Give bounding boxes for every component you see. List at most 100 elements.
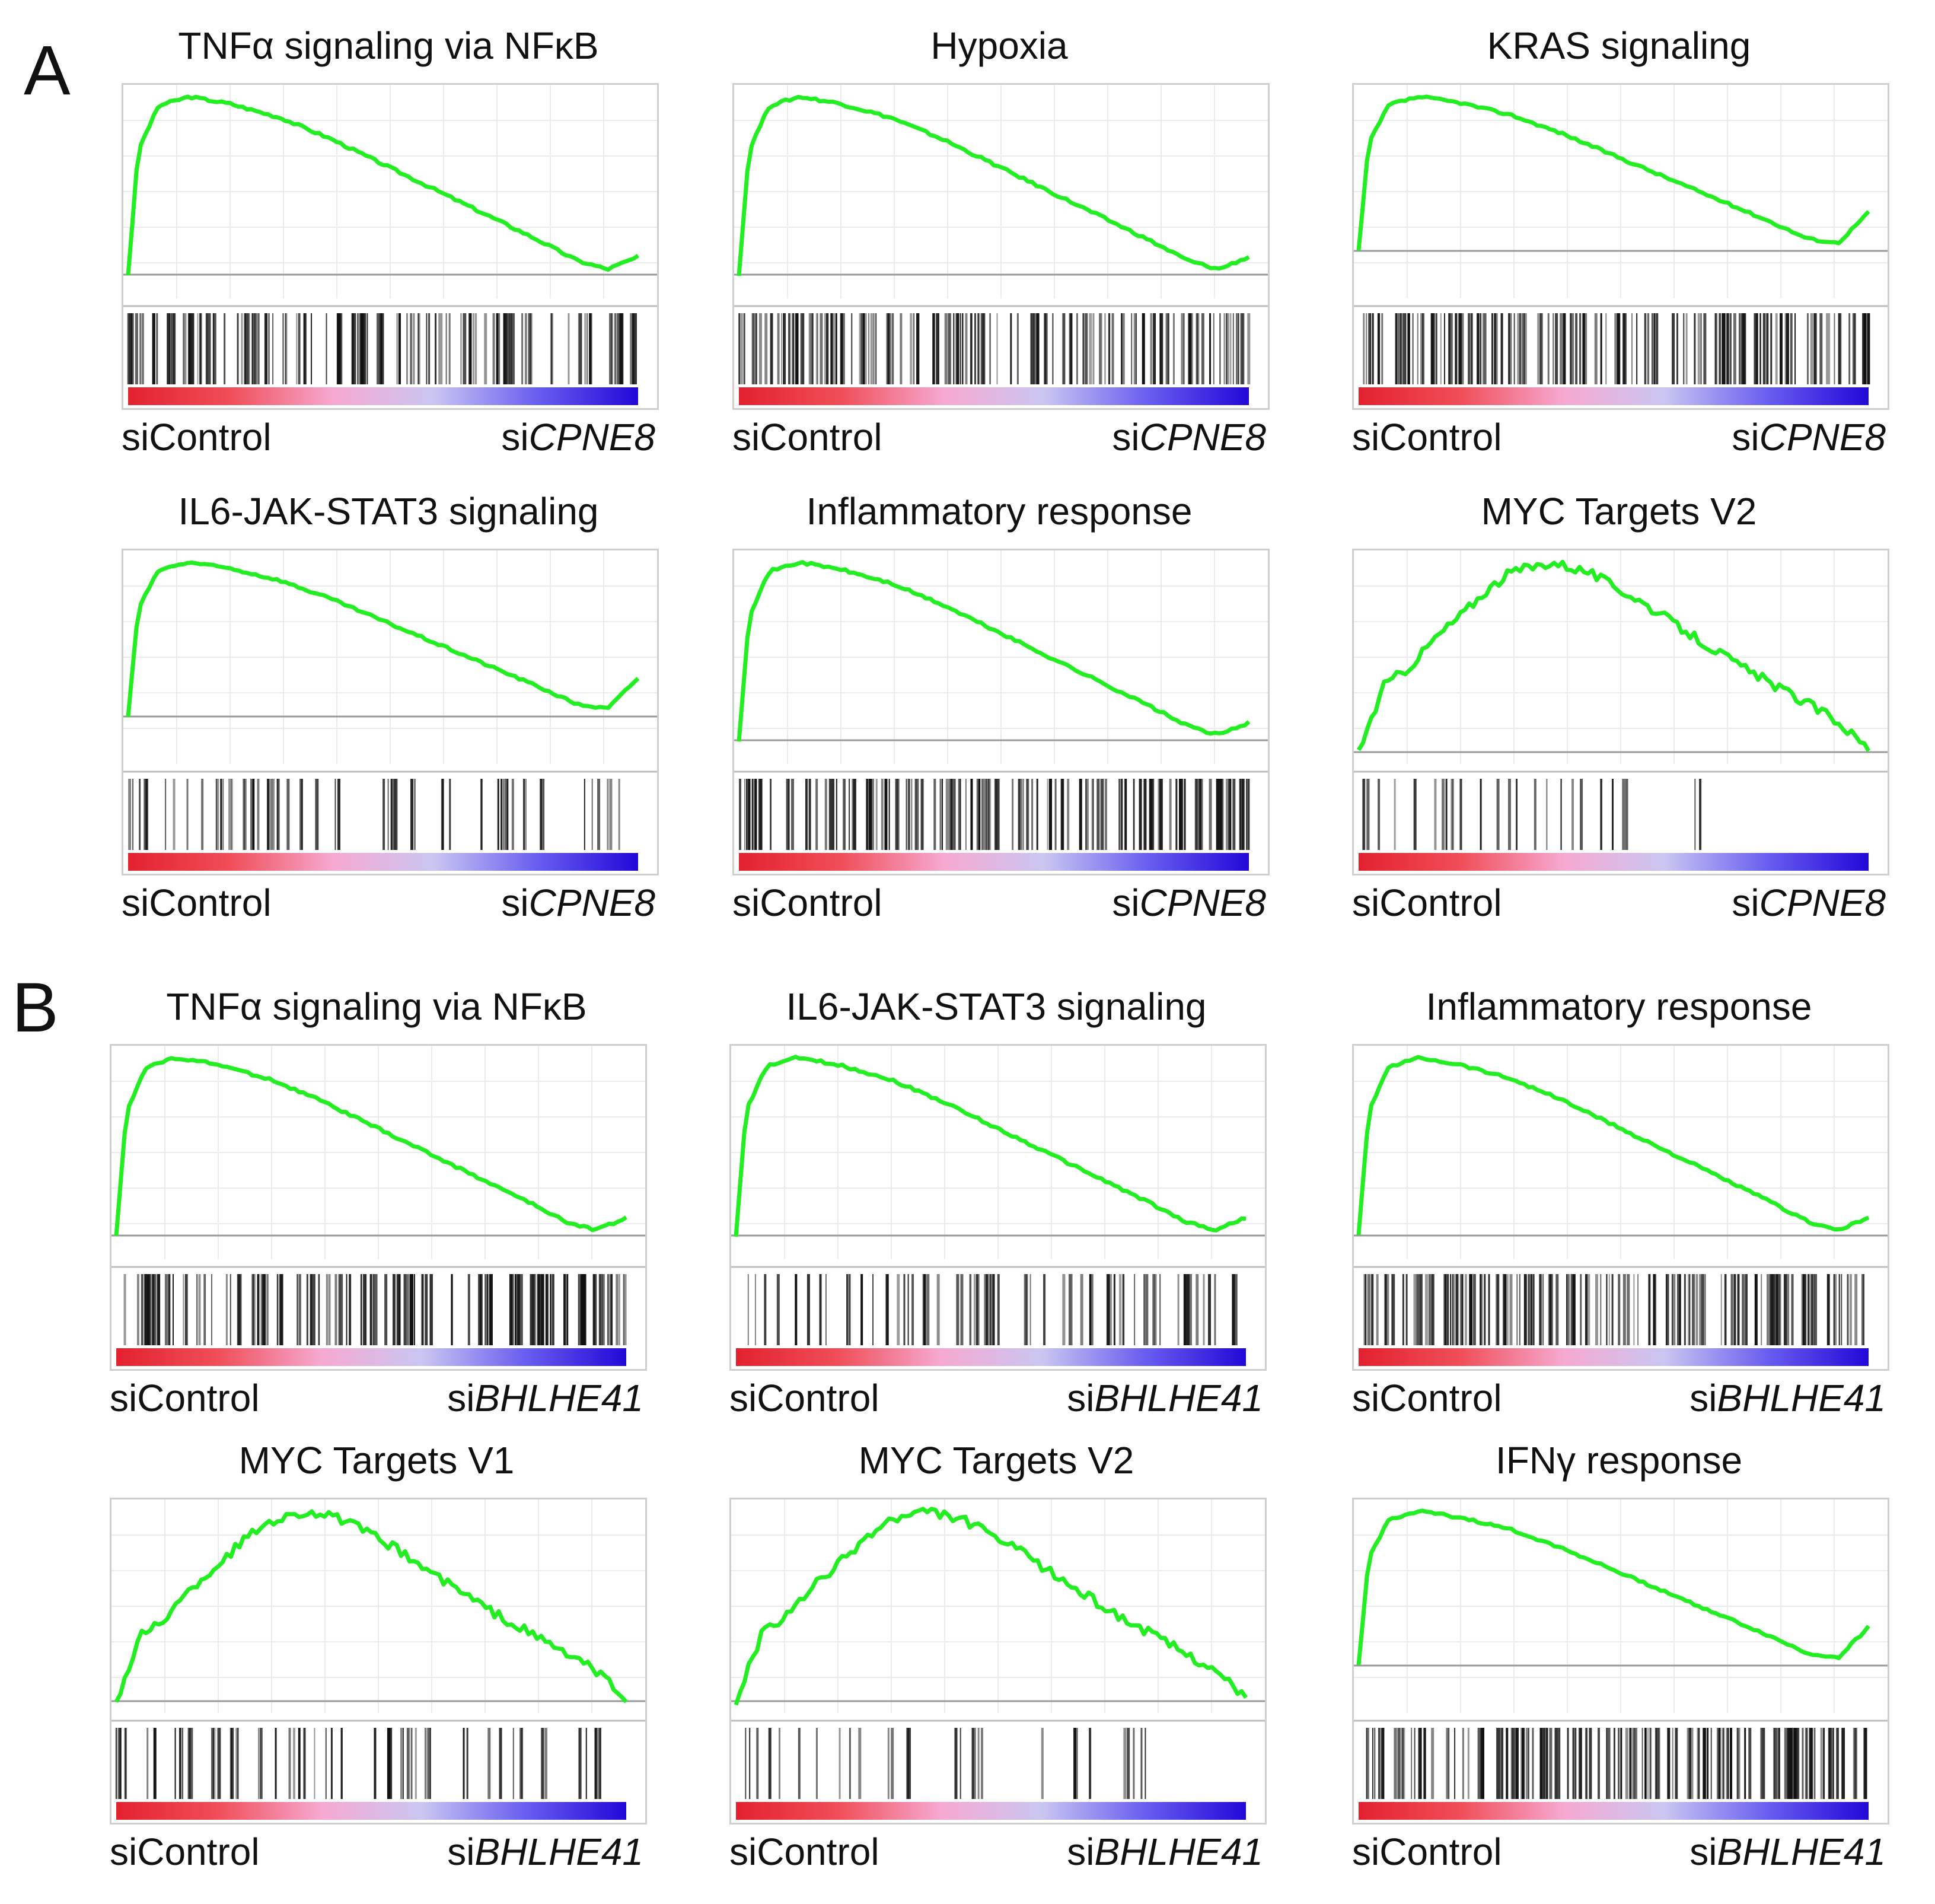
right-phenotype-label: siBHLHE41 bbox=[1689, 1833, 1886, 1871]
enrichment-plot bbox=[1352, 549, 1889, 875]
right-label-gene: CPNE8 bbox=[1139, 881, 1266, 924]
enrichment-curve bbox=[737, 560, 1251, 742]
right-label-gene: BHLHE41 bbox=[474, 1377, 643, 1419]
left-phenotype-label: siControl bbox=[1352, 416, 1502, 459]
panel-title: Inflammatory response bbox=[806, 490, 1193, 533]
left-phenotype-label: siControl bbox=[732, 416, 882, 459]
right-label-prefix: si bbox=[1689, 1830, 1717, 1873]
left-phenotype-label: siControl bbox=[732, 881, 882, 924]
enrichment-svg bbox=[1354, 550, 1888, 871]
enrichment-curve bbox=[1356, 94, 1870, 251]
enrichment-curve bbox=[734, 1055, 1247, 1237]
panel-title: TNFα signaling via NFκB bbox=[178, 24, 599, 67]
rank-gradient-bar bbox=[1359, 1348, 1869, 1366]
right-phenotype-label: siCPNE8 bbox=[501, 418, 655, 456]
gsea-panel: Hypoxia siControl siCPNE8 bbox=[715, 27, 1284, 489]
enrichment-plot bbox=[1352, 1044, 1889, 1371]
right-label-gene: BHLHE41 bbox=[474, 1830, 643, 1873]
enrichment-svg bbox=[111, 1046, 645, 1366]
enrichment-plot bbox=[110, 1044, 647, 1371]
right-label-gene: CPNE8 bbox=[528, 881, 655, 924]
left-phenotype-label: siControl bbox=[110, 1830, 260, 1873]
enrichment-curve bbox=[1356, 1055, 1870, 1236]
right-phenotype-label: siBHLHE41 bbox=[1067, 1379, 1263, 1417]
right-phenotype-label: siCPNE8 bbox=[1112, 418, 1266, 456]
enrichment-curve bbox=[1357, 559, 1871, 752]
section-label-a: A bbox=[24, 31, 71, 110]
right-label-gene: BHLHE41 bbox=[1094, 1377, 1263, 1419]
right-label-prefix: si bbox=[1112, 881, 1140, 924]
right-phenotype-label: siCPNE8 bbox=[1112, 884, 1266, 922]
enrichment-plot bbox=[110, 1498, 647, 1825]
gsea-panel: MYC Targets V1 siControl siBHLHE41 bbox=[92, 1441, 661, 1904]
right-label-prefix: si bbox=[1067, 1377, 1095, 1419]
section-label-b: B bbox=[12, 969, 59, 1047]
enrichment-svg bbox=[731, 1499, 1265, 1820]
right-label-gene: CPNE8 bbox=[528, 416, 655, 459]
rank-gradient-bar bbox=[116, 1348, 626, 1366]
rank-gradient-bar bbox=[739, 387, 1249, 405]
panel-title: KRAS signaling bbox=[1487, 24, 1751, 67]
right-label-gene: BHLHE41 bbox=[1717, 1377, 1886, 1419]
left-phenotype-label: siControl bbox=[729, 1830, 879, 1873]
rank-gradient-bar bbox=[1359, 853, 1869, 871]
right-phenotype-label: siCPNE8 bbox=[1732, 884, 1886, 922]
panel-title: IL6-JAK-STAT3 signaling bbox=[178, 490, 599, 533]
panel-title: IFNγ response bbox=[1495, 1439, 1743, 1482]
gsea-panel: IL6-JAK-STAT3 signaling siControl siBHLHE4… bbox=[712, 988, 1281, 1450]
enrichment-plot bbox=[1352, 1498, 1889, 1825]
right-phenotype-label: siBHLHE41 bbox=[447, 1833, 643, 1871]
rank-gradient-bar bbox=[116, 1802, 626, 1820]
left-phenotype-label: siControl bbox=[122, 881, 272, 924]
rank-gradient-bar bbox=[739, 853, 1249, 871]
enrichment-plot bbox=[732, 549, 1270, 875]
gsea-panel: MYC Targets V2 siControl siCPNE8 bbox=[1334, 492, 1904, 955]
right-label-prefix: si bbox=[501, 416, 529, 459]
left-phenotype-label: siControl bbox=[1352, 881, 1502, 924]
right-label-prefix: si bbox=[1732, 416, 1759, 459]
right-label-prefix: si bbox=[447, 1830, 475, 1873]
right-label-prefix: si bbox=[447, 1377, 475, 1419]
right-label-prefix: si bbox=[1689, 1377, 1717, 1419]
right-phenotype-label: siCPNE8 bbox=[1732, 418, 1886, 456]
right-phenotype-label: siBHLHE41 bbox=[1689, 1379, 1886, 1417]
enrichment-svg bbox=[111, 1499, 645, 1820]
enrichment-plot bbox=[732, 83, 1270, 410]
gsea-panel: IFNγ response siControl siBHLHE41 bbox=[1334, 1441, 1904, 1904]
enrichment-svg bbox=[123, 85, 657, 405]
panel-title: MYC Targets V2 bbox=[858, 1439, 1134, 1482]
panel-title: Inflammatory response bbox=[1426, 985, 1812, 1028]
enrichment-svg bbox=[734, 550, 1268, 871]
left-phenotype-label: siControl bbox=[110, 1377, 260, 1419]
panel-title: MYC Targets V1 bbox=[238, 1439, 515, 1482]
panel-title: IL6-JAK-STAT3 signaling bbox=[786, 985, 1207, 1028]
enrichment-plot bbox=[729, 1498, 1267, 1825]
right-label-gene: CPNE8 bbox=[1139, 416, 1266, 459]
right-label-prefix: si bbox=[501, 881, 529, 924]
rank-gradient-bar bbox=[1359, 387, 1869, 405]
right-label-gene: BHLHE41 bbox=[1094, 1830, 1263, 1873]
gsea-panel: Inflammatory response siControl siBHLHE41 bbox=[1334, 988, 1904, 1450]
rank-gradient-bar bbox=[736, 1802, 1246, 1820]
enrichment-plot bbox=[122, 83, 659, 410]
enrichment-svg bbox=[1354, 1046, 1888, 1366]
enrichment-curve bbox=[114, 1056, 627, 1236]
enrichment-svg bbox=[731, 1046, 1265, 1366]
enrichment-curve bbox=[1356, 1508, 1870, 1666]
enrichment-curve bbox=[734, 1507, 1248, 1706]
panel-title: MYC Targets V2 bbox=[1481, 490, 1757, 533]
left-phenotype-label: siControl bbox=[1352, 1830, 1502, 1873]
gsea-panel: IL6-JAK-STAT3 signaling siControl siCPNE8 bbox=[104, 492, 673, 955]
gsea-panel: TNFα signaling via NFκB siControl siCPNE8 bbox=[104, 27, 673, 489]
gsea-panel: MYC Targets V2 siControl siBHLHE41 bbox=[712, 1441, 1281, 1904]
gsea-panel: KRAS signaling siControl siCPNE8 bbox=[1334, 27, 1904, 489]
right-label-gene: BHLHE41 bbox=[1717, 1830, 1886, 1873]
left-phenotype-label: siControl bbox=[729, 1377, 879, 1419]
right-label-prefix: si bbox=[1732, 881, 1759, 924]
panel-title: TNFα signaling via NFκB bbox=[166, 985, 587, 1028]
right-phenotype-label: siBHLHE41 bbox=[1067, 1833, 1263, 1871]
gsea-panel: Inflammatory response siControl siCPNE8 bbox=[715, 492, 1284, 955]
enrichment-curve bbox=[126, 94, 639, 276]
enrichment-plot bbox=[1352, 83, 1889, 410]
enrichment-plot bbox=[729, 1044, 1267, 1371]
